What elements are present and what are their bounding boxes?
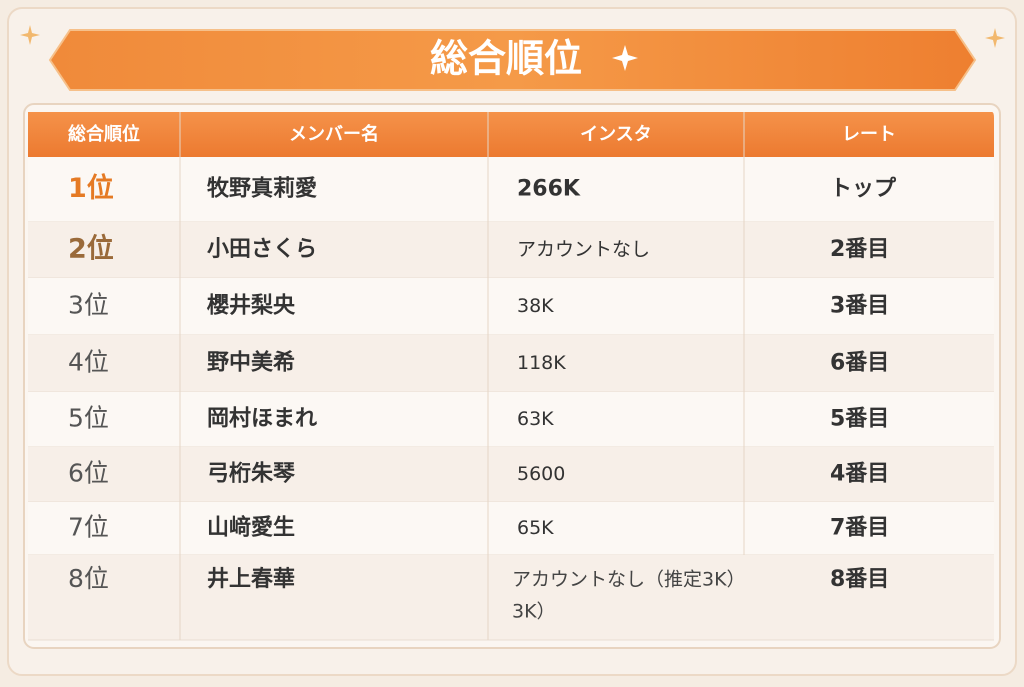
- table-row: [28, 502, 994, 555]
- rate: 5番目: [830, 407, 889, 432]
- member-name: 野中美希: [207, 350, 295, 376]
- insta: 266K: [517, 177, 581, 202]
- table-header: [28, 112, 994, 157]
- column-header: メンバー名: [289, 123, 379, 145]
- rate: 2番目: [830, 237, 889, 262]
- insta: 65K: [517, 517, 554, 539]
- table-row: [28, 447, 994, 502]
- rate: 8番目: [830, 567, 889, 592]
- member-name: 井上春華: [207, 567, 295, 592]
- member-name: 山﨑愛生: [207, 515, 295, 541]
- rank: 8位: [68, 564, 109, 593]
- insta: アカウントなし: [517, 239, 650, 261]
- rank: 5位: [68, 404, 109, 433]
- table-row: [28, 157, 994, 222]
- rate: 3番目: [830, 294, 889, 319]
- insta: 5600: [517, 463, 565, 485]
- rank: 2位: [68, 233, 114, 265]
- insta: 3K）: [512, 601, 556, 623]
- insta: アカウントなし（推定3K）: [512, 569, 746, 591]
- rate: 4番目: [830, 462, 889, 487]
- insta: 38K: [517, 295, 554, 317]
- rate: 6番目: [830, 351, 889, 376]
- member-name: 櫻井梨央: [206, 293, 296, 319]
- rank: 3位: [68, 291, 109, 320]
- member-name: 小田さくら: [207, 237, 317, 262]
- title: 総合順位: [430, 37, 582, 81]
- rate: トップ: [830, 177, 897, 202]
- member-name: 岡村ほまれ: [207, 407, 317, 432]
- table-row: [28, 555, 994, 640]
- member-name: 弓桁朱琴: [207, 462, 296, 487]
- insta: 63K: [517, 408, 554, 430]
- rank: 4位: [68, 348, 109, 377]
- rank: 1位: [68, 172, 114, 204]
- rank: 6位: [68, 459, 109, 488]
- member-name: 牧野真莉愛: [207, 176, 317, 202]
- rank: 7位: [68, 513, 109, 542]
- column-header: インスタ: [580, 124, 652, 145]
- insta: 118K: [517, 352, 566, 374]
- table-row: [28, 335, 994, 392]
- title-banner: [48, 29, 977, 91]
- sparkle: [612, 45, 638, 71]
- table-row: [28, 392, 994, 447]
- column-header: 総合順位: [68, 123, 140, 145]
- rate: 7番目: [830, 516, 889, 541]
- table-row: [28, 222, 994, 278]
- table-row: [28, 278, 994, 335]
- column-header: レート: [842, 124, 896, 145]
